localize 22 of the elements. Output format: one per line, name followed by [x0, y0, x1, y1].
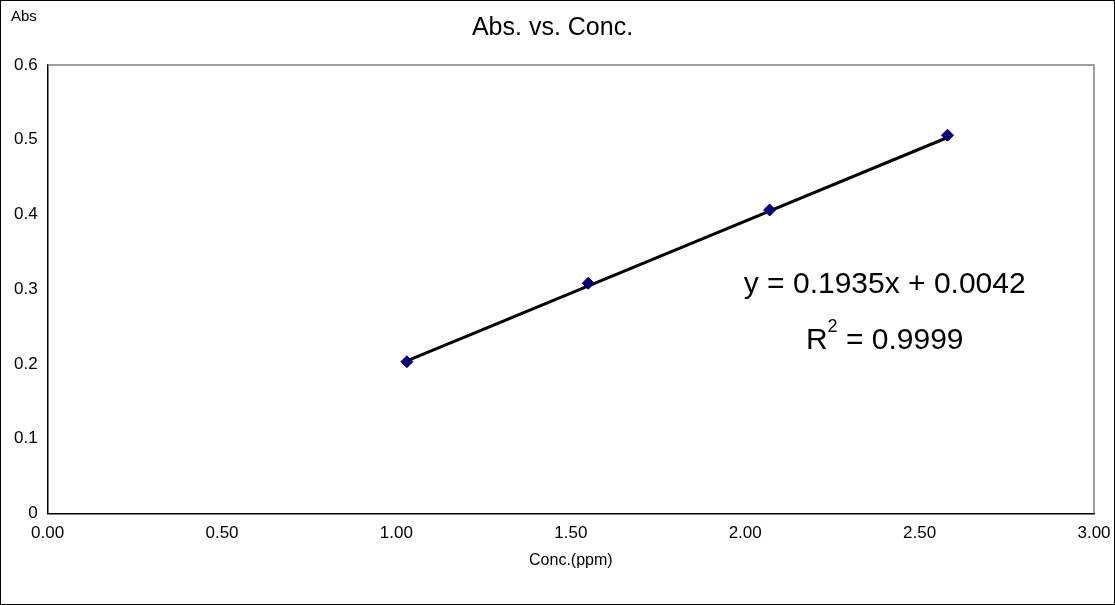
point [400, 355, 414, 369]
y-tick-label: 0.5 [13, 129, 38, 149]
x-axis-title: Conc.(ppm) [529, 550, 613, 568]
x-tick-label: 3.00 [1077, 523, 1111, 543]
x-tick-label: 2.00 [728, 523, 762, 543]
x-tick-label: 1.50 [554, 523, 588, 543]
point [581, 276, 595, 290]
x-tick-label: 1.00 [379, 523, 413, 543]
y-tick-label: 0.4 [13, 204, 38, 224]
point [941, 128, 955, 142]
y-axis-title: Abs [11, 6, 37, 24]
y-tick-label: 0.1 [13, 428, 38, 448]
y-tick-label: 0.6 [13, 54, 38, 74]
y-tick-label: 0.2 [13, 353, 38, 373]
point [763, 203, 777, 217]
x-tick-label: 0.50 [205, 523, 239, 543]
y-tick-label: 0 [28, 503, 38, 523]
x-tick-label: 0.00 [31, 523, 65, 543]
x-tick-label: 2.50 [903, 523, 937, 543]
chart-title: Abs. vs. Conc. [471, 11, 634, 40]
annotation: y = 0.1935x + 0.0042 [743, 266, 1026, 300]
y-tick-label: 0.3 [13, 278, 38, 298]
